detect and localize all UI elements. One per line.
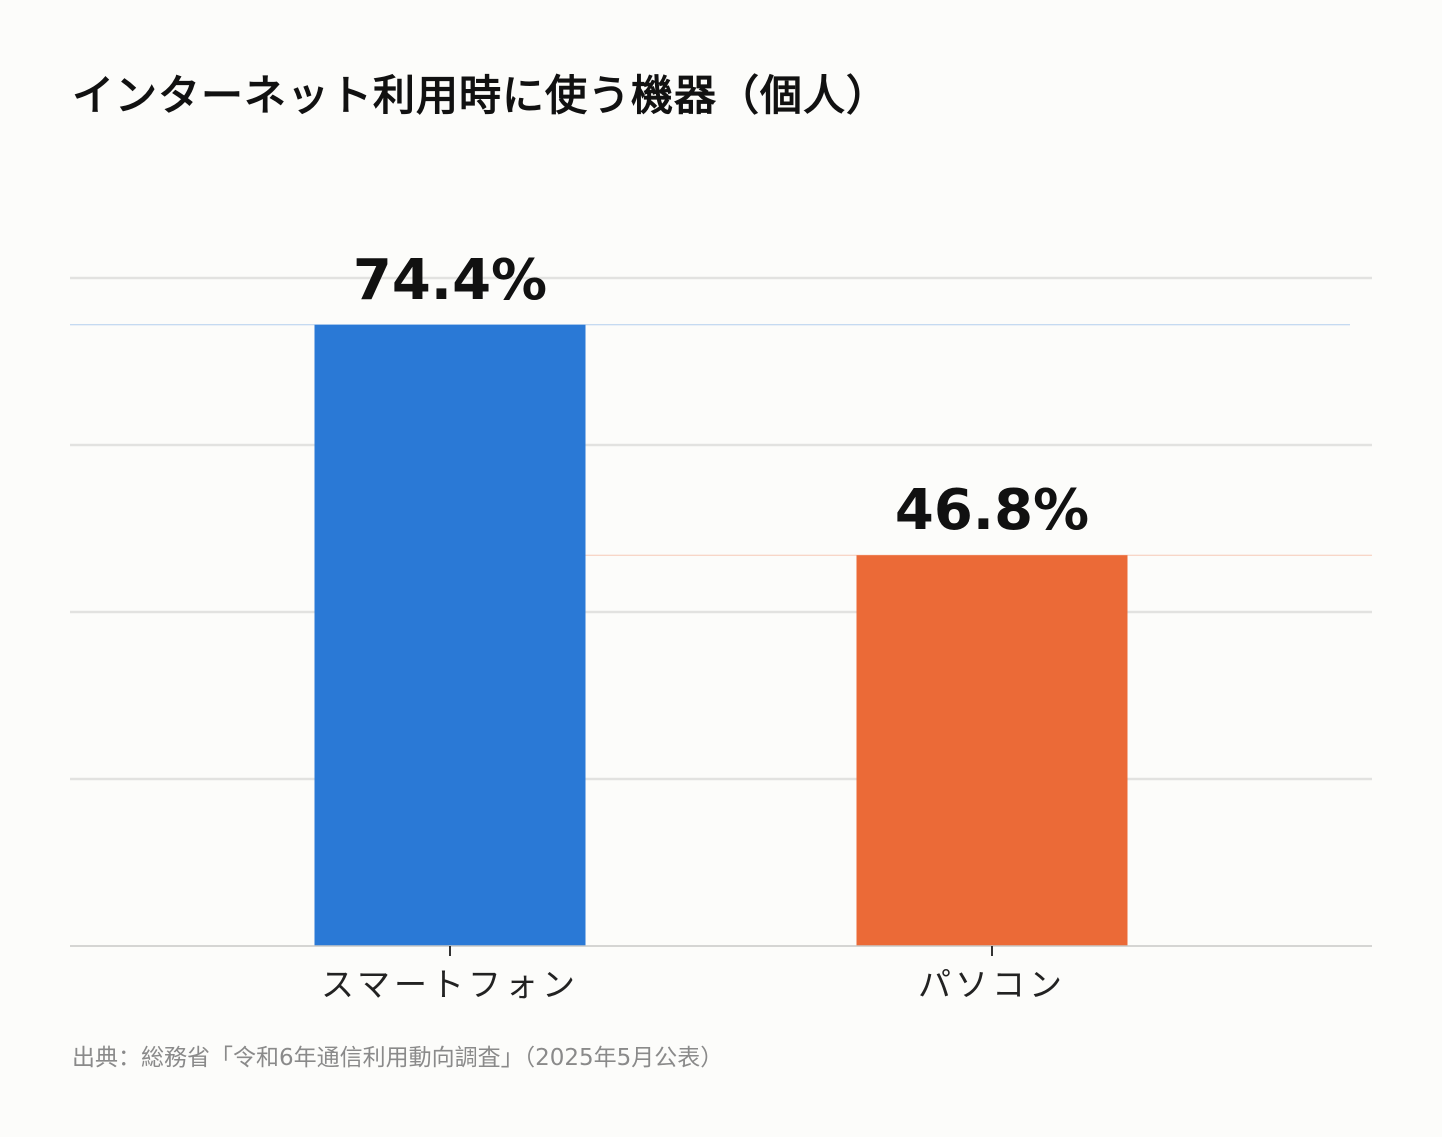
value-label: 74.4% — [353, 248, 547, 313]
smartphone-bar — [314, 324, 586, 946]
gridlines — [70, 276, 1372, 781]
x-axis-ticks — [449, 946, 993, 956]
category-label: スマートフォン — [321, 965, 579, 1004]
value-label: 46.8% — [895, 478, 1089, 543]
category-label: パソコン — [918, 965, 1066, 1004]
pc-bar — [856, 555, 1128, 946]
chart-title: インターネット利用時に使う機器（個人） — [72, 71, 890, 120]
bars — [314, 324, 1128, 946]
labels: 74.4% スマートフォン 46.8% パソコン — [321, 248, 1089, 1004]
source-note: 出典：総務省「令和6年通信利用動向調査」（2025年5月公表） — [72, 1045, 724, 1071]
